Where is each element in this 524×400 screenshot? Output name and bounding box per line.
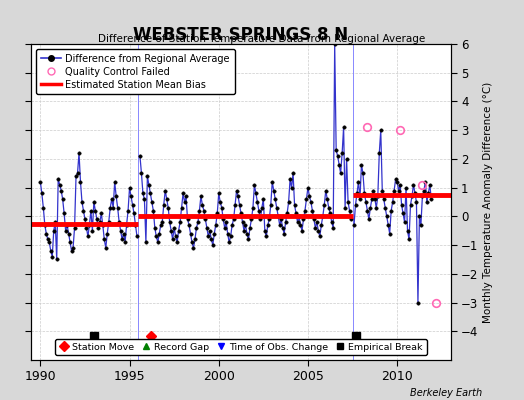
- Legend: Station Move, Record Gap, Time of Obs. Change, Empirical Break: Station Move, Record Gap, Time of Obs. C…: [56, 339, 427, 355]
- Text: Difference of Station Temperature Data from Regional Average: Difference of Station Temperature Data f…: [99, 34, 425, 44]
- Text: Berkeley Earth: Berkeley Earth: [410, 388, 482, 398]
- Y-axis label: Monthly Temperature Anomaly Difference (°C): Monthly Temperature Anomaly Difference (…: [483, 81, 493, 323]
- Title: WEBSTER SPRINGS 8 N: WEBSTER SPRINGS 8 N: [134, 26, 348, 44]
